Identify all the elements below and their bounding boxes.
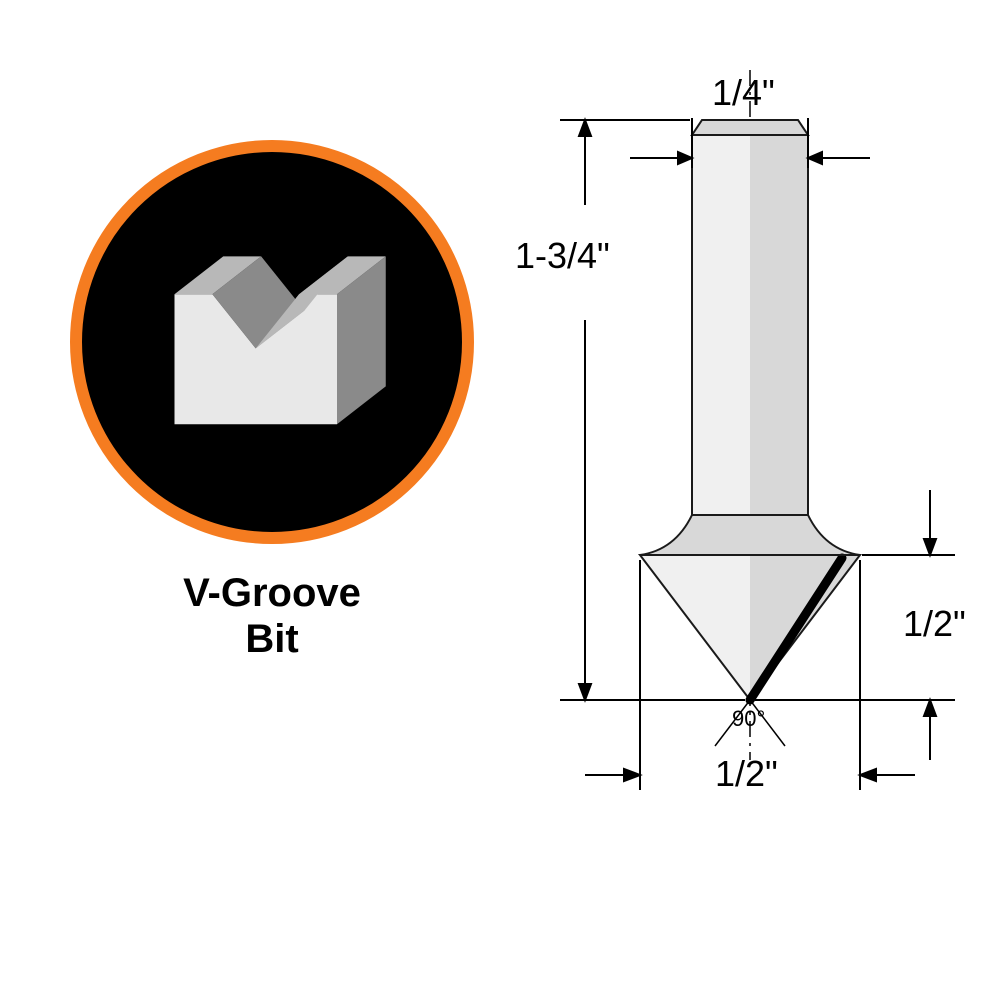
bit-vtip [640,555,860,700]
label-tip-width: 1/2" [715,753,778,795]
label-shank-width: 1/4" [712,72,775,114]
bit-svg [490,60,990,810]
label-overall-height: 1-3/4" [515,235,610,277]
vgroove-block-icon [142,228,402,448]
label-angle: 90° [732,706,765,732]
badge-circle [70,140,474,544]
bit-diagram: 1/4" 1-3/4" 1/2" 1/2" 90° [490,60,990,810]
infographic-container: V-GrooveBit [0,0,1000,1000]
label-tip-height: 1/2" [903,603,966,645]
bit-shoulder [640,515,860,555]
bit-title: V-GrooveBit [70,570,474,662]
bit-shank [692,120,808,515]
